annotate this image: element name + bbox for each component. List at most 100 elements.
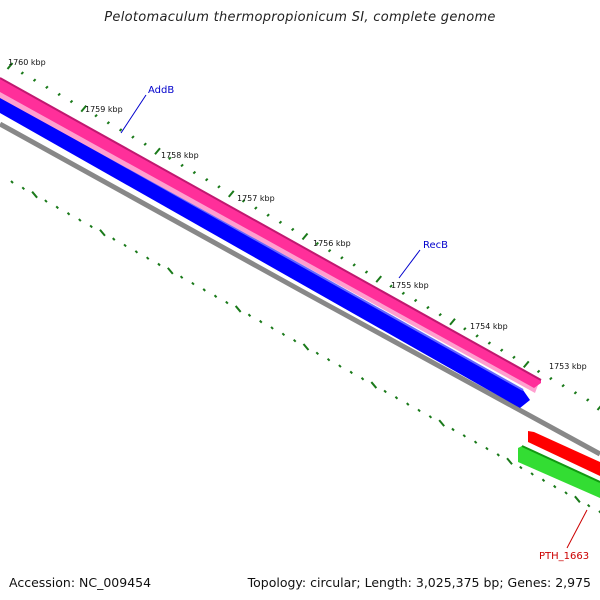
minor-tick <box>118 128 123 132</box>
minor-tick <box>352 263 356 267</box>
minor-tick <box>338 364 342 368</box>
minor-tick <box>499 348 504 352</box>
major-tick <box>574 495 581 503</box>
minor-tick <box>20 71 24 75</box>
minor-tick <box>561 383 565 388</box>
minor-tick <box>94 114 98 118</box>
tick-label: 1753 kbp <box>549 362 587 371</box>
minor-tick <box>549 376 553 381</box>
minor-tick <box>192 170 197 175</box>
major-tick <box>301 232 309 241</box>
minor-tick <box>45 85 49 90</box>
minor-tick <box>57 92 61 97</box>
pink-gene-track[interactable] <box>0 78 541 388</box>
minor-tick <box>204 177 209 182</box>
minor-tick <box>55 205 59 210</box>
upper-tick-marks <box>6 62 600 411</box>
minor-tick <box>530 472 534 476</box>
minor-tick <box>315 241 319 246</box>
minor-tick <box>291 227 295 232</box>
minor-tick <box>292 338 297 343</box>
major-tick <box>6 62 14 70</box>
minor-tick <box>145 256 150 260</box>
lower-tick-marks <box>10 180 600 514</box>
major-tick <box>227 190 235 198</box>
major-tick <box>438 419 445 427</box>
major-tick <box>167 267 174 275</box>
minor-tick <box>485 446 489 451</box>
gene-label-pth1663[interactable]: PTH_1663 <box>539 551 589 562</box>
minor-tick <box>89 224 93 229</box>
minor-tick <box>168 156 172 161</box>
major-tick <box>31 191 38 199</box>
backbone-line <box>0 121 600 457</box>
minor-tick <box>536 369 541 374</box>
minor-tick <box>541 478 546 482</box>
minor-tick <box>598 510 600 514</box>
minor-tick <box>327 249 332 253</box>
minor-tick <box>143 142 147 146</box>
minor-tick <box>225 300 229 305</box>
minor-tick <box>134 250 139 254</box>
blue-gene-track[interactable] <box>0 96 530 408</box>
minor-tick <box>573 391 578 395</box>
major-tick <box>99 229 106 237</box>
gene-label-addb[interactable]: AddB <box>148 85 174 96</box>
minor-tick <box>364 270 369 274</box>
topology-summary: Topology: circular; Length: 3,025,375 bp… <box>247 575 591 590</box>
minor-tick <box>44 199 48 203</box>
minor-tick <box>21 186 26 191</box>
minor-tick <box>112 237 116 241</box>
minor-tick <box>254 206 258 210</box>
addb-leader-line <box>120 94 147 134</box>
minor-tick <box>519 465 523 470</box>
minor-tick <box>564 491 568 495</box>
major-tick <box>375 275 383 283</box>
red-gene-segment[interactable] <box>528 431 600 476</box>
minor-tick <box>213 294 218 298</box>
minor-tick <box>553 484 557 489</box>
gene-label-recb[interactable]: RecB <box>423 240 448 251</box>
minor-tick <box>32 78 37 82</box>
minor-tick <box>426 305 430 310</box>
minor-tick <box>462 434 467 438</box>
minor-tick <box>259 319 263 324</box>
green-gene-segment[interactable] <box>518 446 600 498</box>
minor-tick <box>315 351 320 356</box>
accession-text: Accession: NC_009454 <box>9 575 152 590</box>
minor-tick <box>487 341 492 345</box>
minor-tick <box>475 334 479 338</box>
minor-tick <box>247 313 252 317</box>
minor-tick <box>202 288 206 292</box>
tick-label: 1756 kbp <box>313 239 351 248</box>
tick-label: 1757 kbp <box>237 194 275 203</box>
map-title: Pelotomaculum thermopropionicum SI, comp… <box>104 10 496 25</box>
minor-tick <box>438 312 442 317</box>
minor-tick <box>10 180 14 184</box>
minor-tick <box>349 370 353 375</box>
tick-label: 1754 kbp <box>470 322 508 331</box>
minor-tick <box>496 453 500 457</box>
minor-tick <box>394 396 399 400</box>
minor-tick <box>340 256 344 260</box>
minor-tick <box>586 398 590 402</box>
pth-leader-line <box>566 509 588 549</box>
minor-tick <box>512 355 516 359</box>
minor-tick <box>383 389 387 394</box>
minor-tick <box>191 281 195 286</box>
minor-tick <box>270 326 274 330</box>
major-tick <box>234 305 242 313</box>
minor-tick <box>451 427 455 432</box>
minor-tick <box>180 163 184 168</box>
major-tick <box>596 405 600 411</box>
major-tick <box>506 457 513 465</box>
minor-tick <box>131 135 135 139</box>
minor-tick <box>389 284 393 288</box>
minor-tick <box>157 262 161 267</box>
minor-tick <box>278 220 283 224</box>
minor-tick <box>401 291 406 296</box>
minor-tick <box>217 185 221 189</box>
minor-tick <box>179 275 184 279</box>
minor-tick <box>66 212 71 216</box>
